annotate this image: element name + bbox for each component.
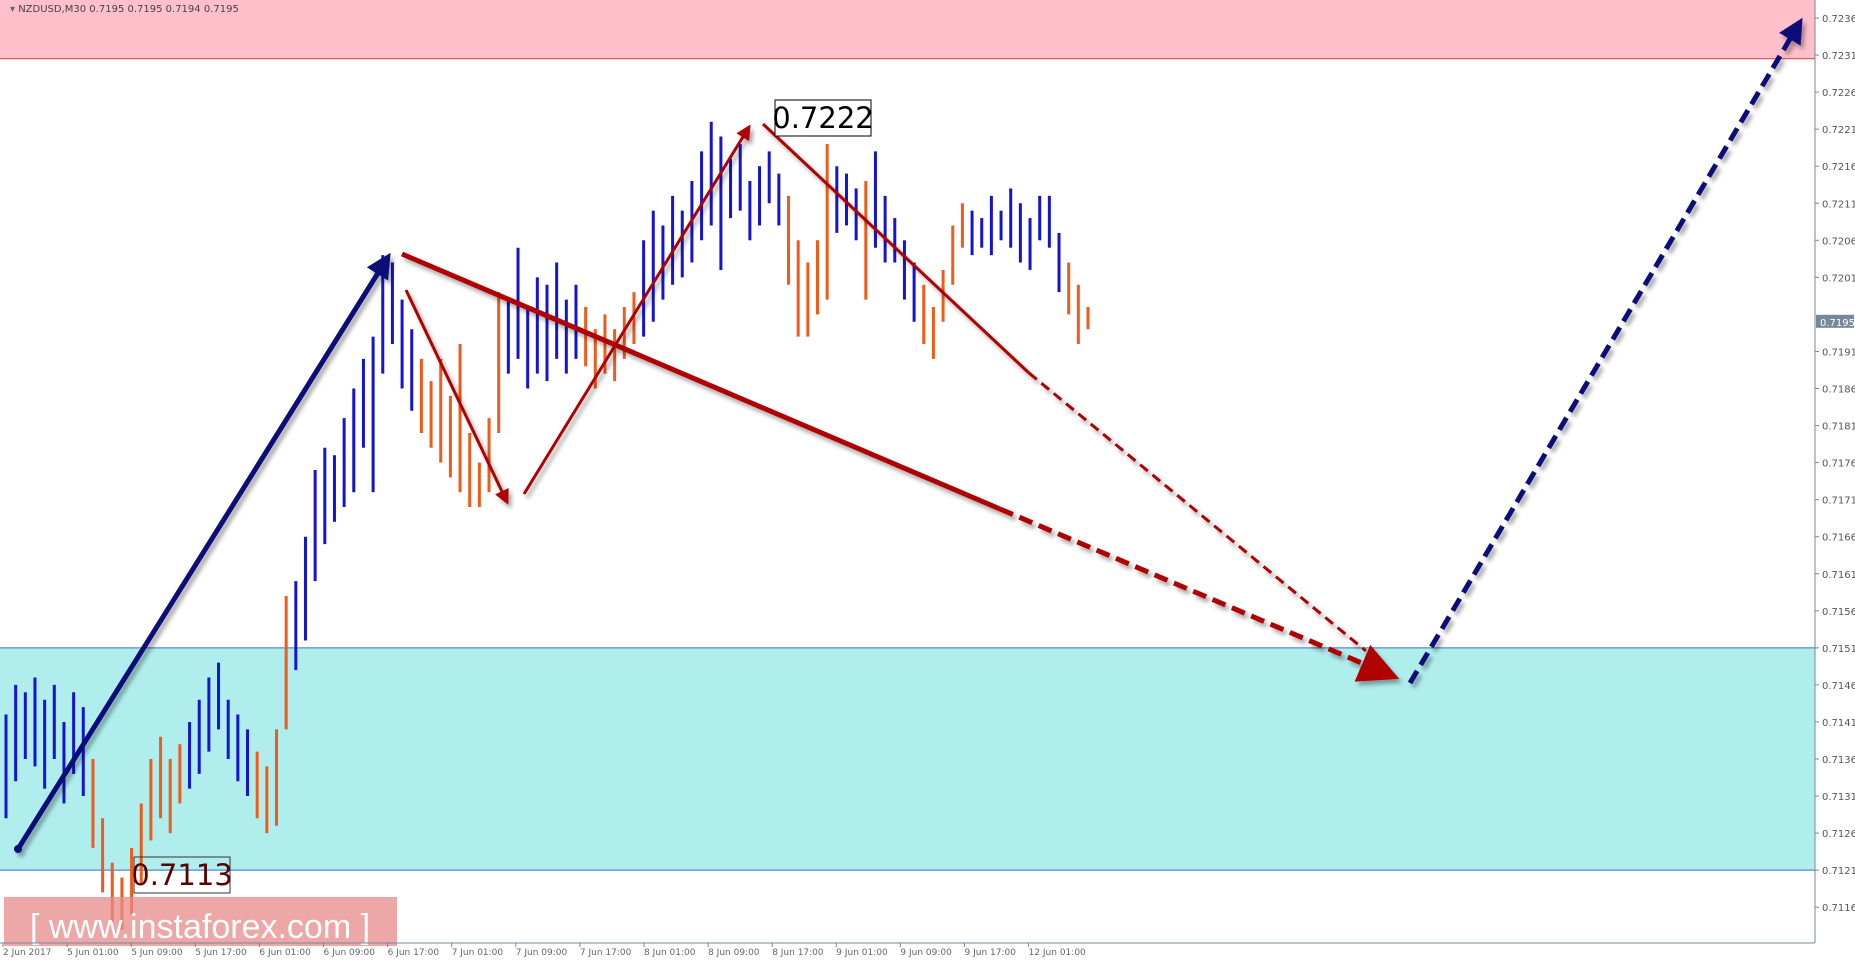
wave-c-projection [1028, 371, 1367, 653]
y-tick-label: 0.7186 [1822, 385, 1855, 396]
x-tick-label: 2 Jun 2017 [3, 948, 51, 958]
x-tick-label: 8 Jun 17:00 [772, 948, 824, 958]
resistance-zone [0, 0, 1815, 59]
y-tick-label: 0.7221 [1822, 125, 1855, 136]
x-tick-label: 6 Jun 01:00 [259, 948, 311, 958]
wave-up-arrow [15, 252, 391, 851]
y-tick-label: 0.7141 [1822, 718, 1855, 729]
y-tick-label: 0.7191 [1822, 347, 1855, 358]
x-tick-label: 5 Jun 01:00 [67, 948, 119, 958]
x-tick-label: 6 Jun 17:00 [388, 948, 440, 958]
y-tick-label: 0.7226 [1822, 88, 1855, 99]
wave-arrows [14, 17, 1803, 853]
symbol-header: ▾ NZDUSD,M30 0.7195 0.7195 0.7194 0.7195 [10, 4, 239, 15]
y-tick-label: 0.7146 [1822, 681, 1855, 692]
x-tick-label: 8 Jun 01:00 [644, 948, 696, 958]
y-tick-label: 0.7116 [1822, 903, 1855, 914]
y-tick-label: 0.7171 [1822, 496, 1855, 507]
x-tick-label: 9 Jun 09:00 [900, 948, 952, 958]
wave-a-arrow [404, 289, 509, 505]
high-label-text: 0.7222 [772, 101, 873, 135]
y-tick-label: 0.7236 [1822, 14, 1855, 25]
current-price-marker [1816, 314, 1854, 328]
time-axis: 2 Jun 2017 5 Jun 01:00 5 Jun 09:00 5 Jun 17… [2, 943, 1086, 958]
x-tick-label: 6 Jun 09:00 [324, 948, 376, 958]
y-tick-label: 0.7166 [1822, 533, 1855, 544]
wave-down-main-projection [999, 506, 1400, 682]
wave-c-arrow [761, 122, 1031, 375]
x-tick-label: 8 Jun 09:00 [708, 948, 760, 958]
y-tick-label: 0.7206 [1822, 236, 1855, 247]
x-tick-label: 5 Jun 17:00 [195, 948, 247, 958]
zones [0, 0, 1815, 871]
x-tick-label: 9 Jun 01:00 [836, 948, 888, 958]
price-axis-bg [1815, 0, 1855, 965]
x-tick-label: 7 Jun 17:00 [580, 948, 632, 958]
watermark-box [4, 897, 397, 946]
low-label-box [133, 856, 231, 894]
y-tick-label: 0.7151 [1822, 644, 1855, 655]
y-tick-label: 0.7231 [1822, 51, 1855, 62]
x-tick-label: 7 Jun 01:00 [452, 948, 504, 958]
y-tick-label: 0.7176 [1822, 459, 1855, 470]
symbol-header-text: NZDUSD,M30 0.7195 0.7195 0.7194 0.7195 [18, 4, 239, 15]
y-tick-label: 0.7216 [1822, 162, 1855, 173]
watermark: [ www.instaforex.com ] [4, 897, 397, 946]
low-label: 0.7113 [131, 856, 233, 894]
wave-up-projection [1407, 17, 1803, 685]
x-tick-label: 9 Jun 17:00 [965, 948, 1017, 958]
y-tick-label: 0.7121 [1822, 866, 1855, 877]
low-label-text: 0.7113 [131, 858, 232, 892]
current-price-label: 0.7195 [1820, 318, 1855, 329]
y-tick-label: 0.7181 [1822, 422, 1855, 433]
high-label: 0.7222 [772, 99, 874, 137]
watermark-text: [ www.instaforex.com ] [30, 908, 370, 946]
wave-b-arrow [522, 124, 751, 495]
wave-start-dot [14, 845, 22, 853]
high-label-box [774, 99, 872, 137]
y-tick-label: 0.7136 [1822, 755, 1855, 766]
y-tick-label: 0.7161 [1822, 570, 1855, 581]
x-tick-label: 5 Jun 09:00 [131, 948, 183, 958]
y-tick-label: 0.7201 [1822, 273, 1855, 284]
support-zone [0, 647, 1815, 871]
y-tick-label: 0.7211 [1822, 199, 1855, 210]
wave-down-main [401, 251, 1001, 512]
chevron-down-icon[interactable]: ▾ [10, 4, 18, 15]
x-tick-label: 12 Jun 01:00 [1029, 948, 1086, 958]
y-tick-label: 0.7131 [1822, 792, 1855, 803]
y-tick-label: 0.7156 [1822, 607, 1855, 618]
x-tick-label: 7 Jun 09:00 [516, 948, 568, 958]
y-tick-label: 0.7126 [1822, 829, 1855, 840]
